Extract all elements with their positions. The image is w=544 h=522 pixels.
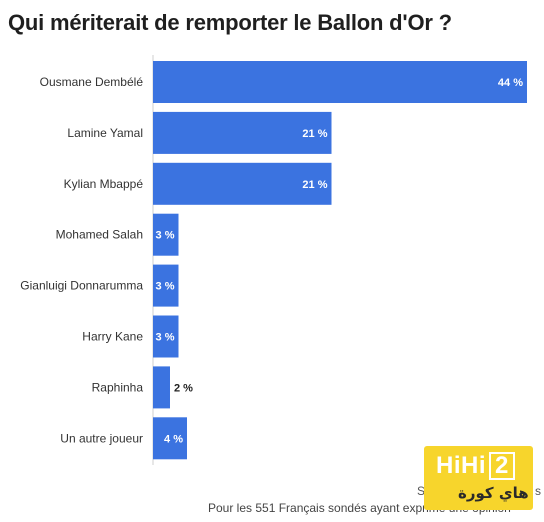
chart-title: Qui mériterait de remporter le Ballon d'… <box>8 10 452 35</box>
bar <box>153 111 332 154</box>
source-text-start: S <box>417 484 426 498</box>
value-label: 3 % <box>156 230 175 242</box>
category-label: Ousmane Dembélé <box>40 75 144 89</box>
watermark-latin: HiHi 2 <box>436 452 515 480</box>
category-label: Gianluigi Donnarumma <box>20 279 143 293</box>
bar <box>153 61 527 103</box>
value-label: 44 % <box>498 77 523 89</box>
value-label: 2 % <box>174 382 193 394</box>
bar <box>153 264 179 307</box>
value-label: 21 % <box>302 179 327 191</box>
value-label: 21 % <box>302 128 327 140</box>
value-label: 3 % <box>156 281 175 293</box>
watermark-arabic: هاي كورة <box>458 484 529 502</box>
category-label: Mohamed Salah <box>56 228 143 242</box>
watermark-logo: HiHi 2 هاي كورة <box>424 446 533 510</box>
category-label: Raphinha <box>92 380 144 394</box>
bar <box>153 162 332 205</box>
bar <box>153 417 187 460</box>
bar <box>153 315 179 358</box>
bar <box>153 366 170 409</box>
category-label: Kylian Mbappé <box>64 177 144 191</box>
bar <box>153 213 179 256</box>
value-label: 4 % <box>164 433 183 445</box>
bar-chart: Ousmane Dembélé 44 % Lamine Yamal 21 % Kylia… <box>20 55 527 465</box>
category-label: Lamine Yamal <box>67 126 143 140</box>
category-label: Harry Kane <box>82 330 143 344</box>
category-label: Un autre joueur <box>60 431 143 445</box>
value-label: 3 % <box>156 332 175 344</box>
source-text-end: s <box>535 484 542 498</box>
